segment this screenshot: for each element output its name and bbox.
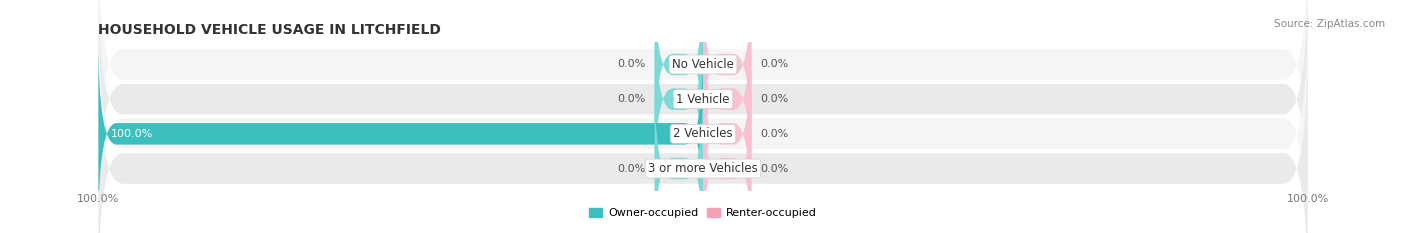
Legend: Owner-occupied, Renter-occupied: Owner-occupied, Renter-occupied — [585, 203, 821, 223]
Text: 2 Vehicles: 2 Vehicles — [673, 127, 733, 140]
FancyBboxPatch shape — [703, 41, 751, 227]
Text: Source: ZipAtlas.com: Source: ZipAtlas.com — [1274, 19, 1385, 29]
Text: 0.0%: 0.0% — [761, 59, 789, 69]
FancyBboxPatch shape — [703, 0, 751, 158]
FancyBboxPatch shape — [703, 6, 751, 192]
Text: 0.0%: 0.0% — [617, 164, 645, 174]
Text: 0.0%: 0.0% — [617, 59, 645, 69]
Text: 0.0%: 0.0% — [761, 129, 789, 139]
Text: 100.0%: 100.0% — [111, 129, 153, 139]
FancyBboxPatch shape — [98, 0, 1308, 223]
Text: 3 or more Vehicles: 3 or more Vehicles — [648, 162, 758, 175]
FancyBboxPatch shape — [655, 75, 703, 233]
FancyBboxPatch shape — [655, 0, 703, 158]
FancyBboxPatch shape — [98, 45, 1308, 233]
FancyBboxPatch shape — [98, 0, 1308, 188]
Text: No Vehicle: No Vehicle — [672, 58, 734, 71]
FancyBboxPatch shape — [98, 10, 1308, 233]
Text: HOUSEHOLD VEHICLE USAGE IN LITCHFIELD: HOUSEHOLD VEHICLE USAGE IN LITCHFIELD — [98, 23, 441, 37]
FancyBboxPatch shape — [655, 6, 703, 192]
FancyBboxPatch shape — [98, 41, 703, 227]
Text: 0.0%: 0.0% — [761, 164, 789, 174]
FancyBboxPatch shape — [703, 75, 751, 233]
Text: 0.0%: 0.0% — [761, 94, 789, 104]
Text: 1 Vehicle: 1 Vehicle — [676, 93, 730, 106]
Text: 0.0%: 0.0% — [617, 94, 645, 104]
